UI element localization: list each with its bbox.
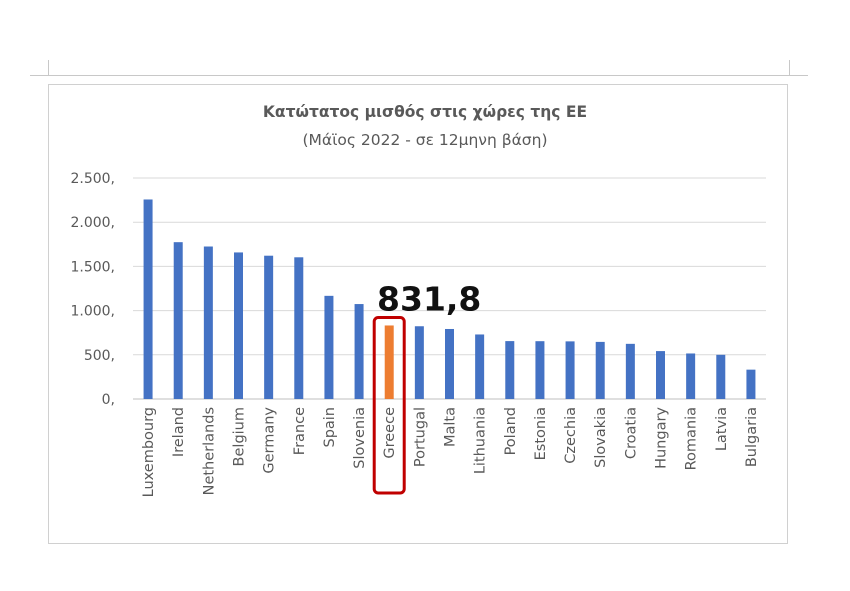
bar-slovenia (354, 304, 364, 399)
x-tick-label: Malta (443, 407, 459, 447)
page-left-crop-mark (48, 60, 49, 76)
bar-germany (264, 255, 274, 399)
bar-romania (686, 353, 696, 399)
bar-luxembourg (143, 199, 153, 399)
x-tick-label: Luxembourg (141, 407, 157, 497)
bar-greece (384, 325, 394, 399)
x-tick-label: Ireland (171, 407, 187, 457)
bar-latvia (716, 354, 726, 399)
x-tick-label: Hungary (654, 407, 670, 469)
bar-france (294, 257, 304, 399)
chart-title: Κατώτατος μισθός στις χώρες της ΕΕ (262, 103, 588, 121)
chart-subtitle: (Μάϊος 2022 - σε 12μηνη βάση) (302, 131, 548, 149)
y-tick-label: 1.000, (70, 304, 115, 320)
highlight-value-label: 831,8 (377, 279, 481, 318)
y-tick-label: 1.500, (70, 259, 115, 275)
bar-slovakia (595, 341, 605, 399)
bar-portugal (414, 326, 424, 399)
page-right-crop-mark (789, 60, 790, 76)
y-tick-label: 2.500, (70, 171, 115, 187)
x-tick-label: France (292, 407, 308, 455)
x-tick-label: Romania (684, 407, 700, 470)
x-tick-label: Estonia (533, 407, 549, 460)
x-tick-label: Netherlands (201, 407, 217, 495)
x-tick-label: Slovakia (593, 407, 609, 468)
bar-lithuania (475, 334, 485, 399)
bar-czechia (565, 341, 575, 399)
x-tick-label: Lithuania (473, 407, 489, 474)
x-tick-label: Croatia (623, 407, 639, 459)
x-tick-label: Slovenia (352, 407, 368, 469)
highlight-box (372, 315, 406, 495)
x-tick-label: Portugal (412, 407, 428, 467)
bar-spain (324, 295, 334, 399)
bar-netherlands (203, 246, 213, 399)
bar-estonia (535, 341, 545, 399)
x-tick-label: Spain (322, 407, 338, 448)
bar-malta (445, 328, 454, 399)
x-tick-label: Germany (262, 407, 278, 474)
bar-hungary (656, 351, 665, 399)
y-tick-label: 0, (102, 392, 115, 408)
bar-bulgaria (746, 369, 756, 399)
x-tick-label: Bulgaria (744, 407, 760, 467)
chart-frame (48, 84, 788, 544)
bar-belgium (234, 252, 243, 399)
bar-croatia (625, 343, 635, 399)
bar-poland (505, 341, 515, 399)
bar-ireland (173, 242, 183, 399)
x-tick-label: Belgium (232, 407, 248, 466)
x-tick-label: Latvia (714, 407, 730, 451)
x-tick-label: Poland (503, 407, 519, 455)
x-tick-label: Czechia (563, 407, 579, 464)
y-tick-label: 2.000, (70, 215, 115, 231)
x-tick-label: Greece (382, 407, 398, 459)
page-top-border (30, 75, 808, 76)
y-tick-label: 500, (84, 348, 115, 364)
